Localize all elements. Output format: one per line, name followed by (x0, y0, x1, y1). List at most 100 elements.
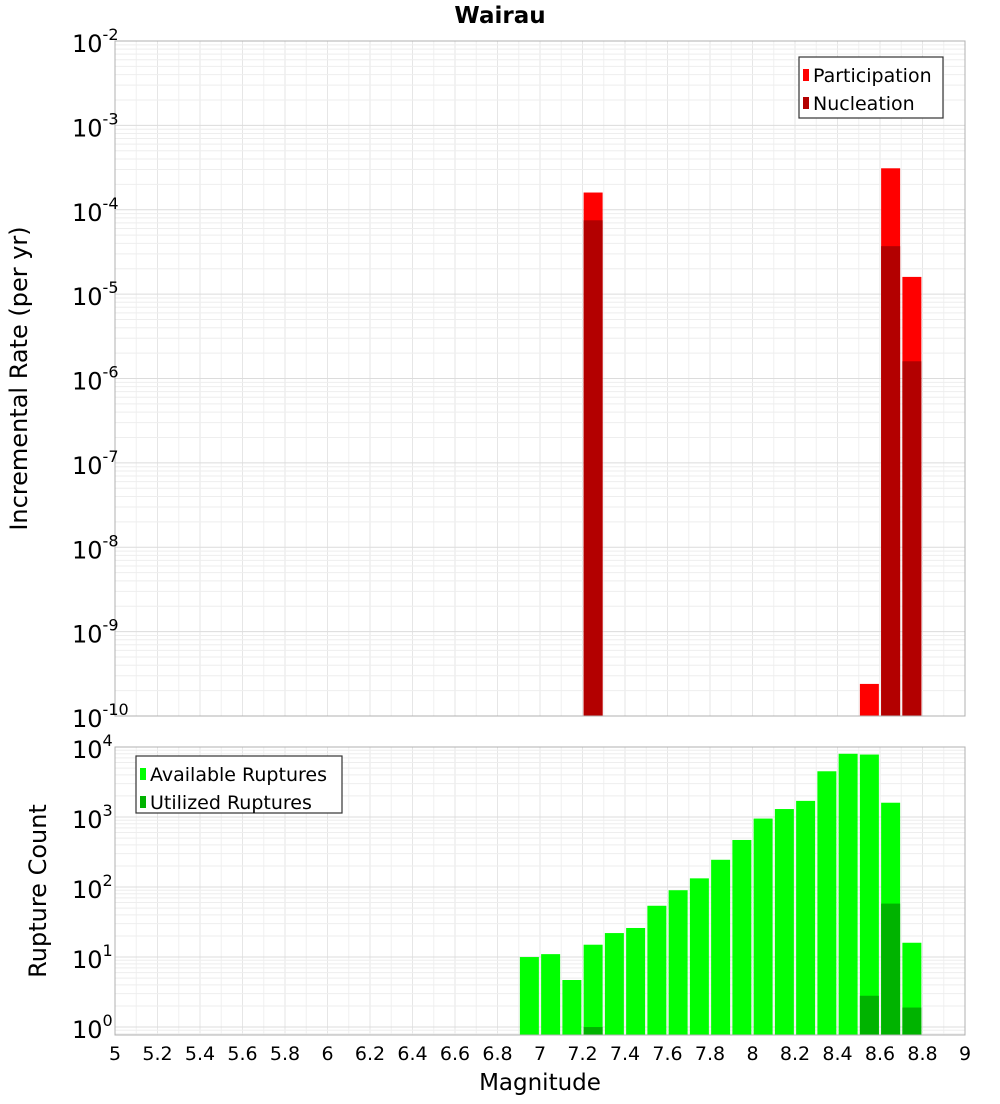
count-plot-bar-available-ruptures (796, 800, 816, 1035)
rate-plot-legend-swatch (803, 69, 809, 81)
rate-plot-ytick-label: 10-10 (72, 700, 129, 733)
count-plot-ytick-base: 10 (72, 876, 103, 904)
count-plot-xtick-label: 6.8 (482, 1043, 512, 1065)
count-plot-ytick-exponent: 1 (103, 941, 113, 960)
rate-plot-ytick-base: 10 (72, 705, 103, 733)
count-plot-bar-available-ruptures (689, 878, 709, 1035)
rate-plot-ytick-label: 10-9 (72, 616, 119, 649)
count-plot-xtick-label: 8 (746, 1043, 758, 1065)
count-plot-xtick-label: 7.8 (695, 1043, 725, 1065)
count-plot-ytick-base: 10 (72, 1016, 103, 1044)
count-plot-xtick-label: 8.4 (822, 1043, 852, 1065)
count-plot-xlabel: Magnitude (479, 1070, 601, 1096)
count-plot-legend-box (135, 755, 343, 814)
count-plot-xtick-label: 6.2 (355, 1043, 385, 1065)
count-plot-legend-swatch (140, 768, 146, 780)
rate-plot-legend-box (798, 56, 944, 119)
count-plot-bar-available-ruptures (817, 771, 837, 1035)
count-plot-bar-utilized-ruptures (859, 995, 879, 1035)
count-plot-xtick-label: 6.4 (397, 1043, 427, 1065)
rate-plot-grid (114, 40, 966, 717)
count-plot-bar-available-ruptures (583, 944, 603, 1035)
rate-plot-ytick-base: 10 (72, 114, 103, 142)
count-plot-bar-available-ruptures (753, 818, 773, 1035)
count-plot-ytick-exponent: 2 (103, 871, 113, 890)
count-plot-xtick-label: 9 (959, 1043, 971, 1065)
count-plot-bar-utilized-ruptures (902, 1007, 922, 1035)
rate-plot-ytick-label: 10-7 (72, 447, 119, 480)
count-plot-bars (519, 753, 922, 1035)
count-plot-legend-swatch (140, 796, 146, 808)
count-plot-bar-available-ruptures (519, 957, 539, 1035)
rate-plot-ytick-exponent: -8 (103, 531, 119, 550)
rate-plot-ytick-base: 10 (72, 536, 103, 564)
count-plot-xtick-label: 8.8 (907, 1043, 937, 1065)
rate-plot-ytick-exponent: -7 (103, 447, 119, 466)
count-plot-bar-available-ruptures (626, 927, 646, 1035)
rate-plot-bars (583, 168, 922, 717)
count-plot-bar-available-ruptures (562, 979, 582, 1035)
count-plot-xtick-label: 6.6 (440, 1043, 470, 1065)
rate-plot-ytick-base: 10 (72, 283, 103, 311)
count-plot-xtick-label: 8.6 (865, 1043, 895, 1065)
rate-plot-bar-nucleation (902, 361, 922, 716)
count-plot-xtick-label: 7.2 (567, 1043, 597, 1065)
count-plot-bar-utilized-ruptures (583, 1027, 603, 1035)
rate-plot-legend-label: Nucleation (813, 93, 915, 115)
rate-plot-ytick-label: 10-2 (72, 25, 119, 58)
rate-plot-ytick-exponent: -5 (103, 278, 119, 297)
rate-plot-border (114, 40, 966, 717)
count-plot-xtick-label: 5.6 (227, 1043, 257, 1065)
count-plot-legend-label: Available Ruptures (150, 764, 327, 786)
rate-plot-ytick-exponent: -9 (103, 616, 119, 635)
rate-plot-ytick-base: 10 (72, 621, 103, 649)
count-plot-ylabel: Rupture Count (24, 804, 52, 978)
count-plot-ytick-base: 10 (72, 736, 103, 764)
rate-plot-bar-nucleation (881, 246, 901, 716)
count-plot-bar-available-ruptures (774, 809, 794, 1035)
rate-plot-ytick-exponent: -10 (103, 700, 129, 719)
count-plot-bar-available-ruptures (668, 890, 688, 1035)
count-plot-xtick-label: 6 (321, 1043, 333, 1065)
rate-plot-ytick-exponent: -4 (103, 194, 119, 213)
count-plot-ytick-label: 101 (72, 941, 113, 974)
count-plot-border (114, 746, 966, 1036)
rate-plot-ytick-exponent: -2 (103, 25, 119, 44)
count-plot-xtick-label: 5.8 (270, 1043, 300, 1065)
rate-plot-ytick-base: 10 (72, 199, 103, 227)
count-plot-xtick-label: 7.4 (610, 1043, 640, 1065)
count-plot-xtick-label: 7.6 (652, 1043, 682, 1065)
rate-plot-ytick-base: 10 (72, 452, 103, 480)
count-plot-xtick-label: 7 (534, 1043, 546, 1065)
count-plot-xtick-label: 5.2 (142, 1043, 172, 1065)
count-plot-ytick-base: 10 (72, 946, 103, 974)
chart-title: Wairau (454, 3, 545, 29)
rate-plot-ytick-base: 10 (72, 30, 103, 58)
rate-plot-ytick-label: 10-5 (72, 278, 119, 311)
count-plot-xtick-label: 5 (109, 1043, 121, 1065)
count-plot-ytick-exponent: 3 (103, 801, 113, 820)
count-plot-ytick-label: 103 (72, 801, 113, 834)
rate-plot-bar-participation (859, 683, 879, 716)
rate-plot-ytick-label: 10-4 (72, 194, 119, 227)
count-plot-ytick-exponent: 0 (103, 1011, 113, 1030)
count-plot-bar-available-ruptures (647, 905, 667, 1035)
rate-plot-ytick-label: 10-3 (72, 109, 119, 142)
count-plot-bar-available-ruptures (711, 859, 731, 1035)
count-plot-ytick-label: 102 (72, 871, 113, 904)
rate-plot-legend-label: Participation (813, 65, 932, 87)
rate-plot-ytick-label: 10-8 (72, 531, 119, 564)
count-plot-ytick-label: 104 (72, 731, 113, 764)
count-plot-ytick-label: 100 (72, 1011, 113, 1044)
count-plot-bar-available-ruptures (541, 954, 561, 1035)
count-plot-legend-label: Utilized Ruptures (150, 792, 312, 814)
rate-plot-ytick-exponent: -6 (103, 363, 119, 382)
count-plot-xtick-label: 5.4 (185, 1043, 215, 1065)
count-plot-bar-available-ruptures (732, 839, 752, 1035)
rate-plot-ytick-exponent: -3 (103, 109, 119, 128)
rate-plot-ylabel: Incremental Rate (per yr) (5, 226, 33, 530)
rate-plot-ytick-label: 10-6 (72, 363, 119, 396)
rate-plot-bar-nucleation (583, 220, 603, 717)
